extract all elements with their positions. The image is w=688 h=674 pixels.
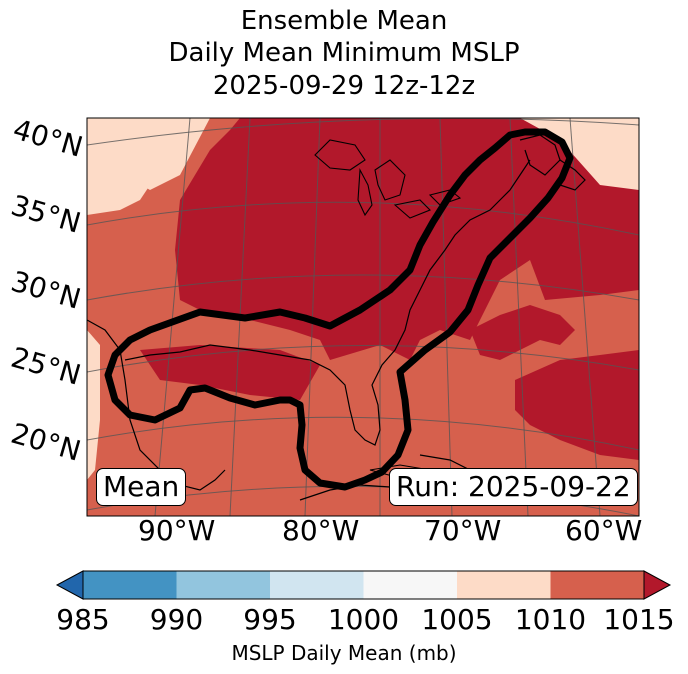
field-1015-atlantic (470, 305, 575, 360)
title-line-2: Daily Mean Minimum MSLP (168, 38, 520, 68)
lon-label-80: 80°W (282, 514, 360, 547)
lon-label-60: 60°W (565, 514, 643, 547)
colorbar-frame (82, 570, 645, 600)
colorbar-bin-995-1000 (270, 571, 364, 599)
field-1005-1010-north (120, 118, 210, 190)
great-lakes (314, 139, 462, 219)
colorbar-tick-1005: 1005 (421, 603, 493, 636)
colorbar-label: MSLP Daily Mean (mb) (231, 641, 457, 665)
pressure-contour (104, 128, 574, 491)
colorbar-extend-high (643, 570, 672, 600)
field-1005-1010-west (87, 330, 100, 480)
field-1015-gulf (140, 345, 320, 400)
lon-label-70: 70°W (424, 514, 502, 547)
mean-label-box: Mean (96, 468, 187, 506)
colorbar-bin-1000-1005 (363, 571, 457, 599)
run-label-box: Run: 2025-09-22 (389, 468, 638, 506)
colorbar (55, 570, 672, 600)
colorbar-tick-1010: 1010 (514, 603, 587, 636)
map-panel (87, 118, 639, 516)
colorbar-bin-1010-1015 (550, 571, 644, 599)
title-line-3: 2025-09-29 12z-12z (212, 71, 476, 101)
colorbar-bin-985-990 (83, 571, 177, 599)
title-line-1: Ensemble Mean (240, 6, 448, 36)
map-frame (86, 117, 640, 517)
colorbar-bin-1005-1010 (457, 571, 551, 599)
field-1015-main (175, 118, 639, 360)
lon-label-90: 90°W (138, 514, 216, 547)
colorbar-tick-990: 990 (149, 603, 204, 636)
field-1015-se (515, 350, 639, 460)
colorbar-tick-985: 985 (56, 603, 110, 636)
colorbar-tick-1000: 1000 (327, 603, 400, 636)
colorbar-tick-995: 995 (243, 603, 297, 636)
colorbar-bin-990-995 (176, 571, 270, 599)
colorbar-extend-low (55, 570, 84, 600)
colorbar-tick-1015: 1015 (603, 603, 675, 636)
